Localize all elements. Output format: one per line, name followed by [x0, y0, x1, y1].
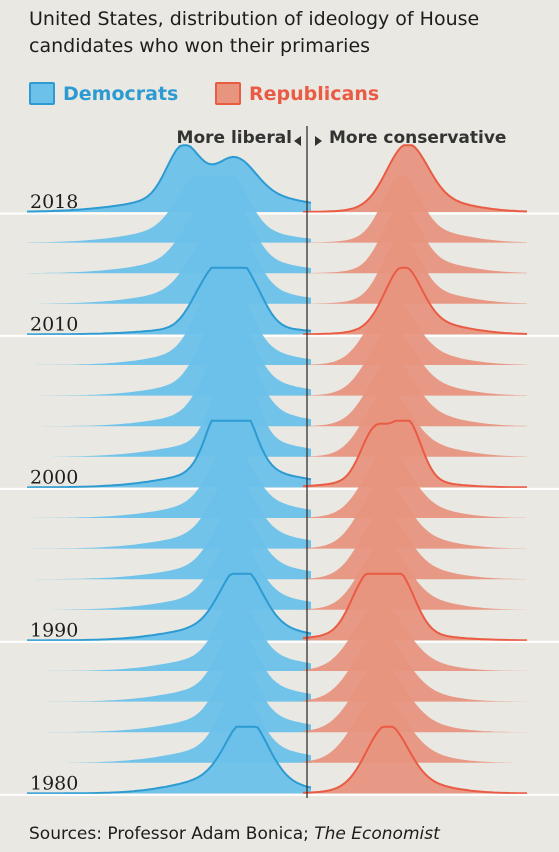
republicans-outline-1990: [302, 572, 528, 642]
legend-label-republicans: Republicans: [249, 82, 380, 105]
democrats-swatch: [29, 82, 55, 105]
republicans-ridge-2006: [303, 328, 527, 396]
democrats-outline-1990: [27, 572, 312, 642]
republicans-outline-2010: [302, 266, 528, 336]
republicans-ridge-2010: [303, 267, 527, 335]
arrow-left-icon: [294, 136, 301, 146]
more-conservative-label: More conservative: [329, 128, 507, 148]
legend-label-democrats: Democrats: [63, 82, 179, 105]
republicans-outline-2018: [303, 144, 528, 213]
republicans-ridge-2016: [303, 175, 527, 243]
republicans-ridge-2008: [303, 298, 527, 365]
chart-title: United States, distribution of ideology …: [29, 8, 480, 57]
democrats-outline-1980: [27, 725, 312, 795]
republicans-ridge-1998: [303, 451, 527, 518]
year-label-1990: 1990: [30, 619, 78, 641]
year-label-2000: 2000: [30, 466, 78, 488]
democrats-outline-2000: [27, 419, 312, 489]
year-label-2018: 2018: [30, 191, 78, 213]
republicans-ridge-1980: [303, 726, 527, 794]
republicans-ridge-1994: [303, 512, 527, 580]
ridge-2018: 2018: [0, 144, 559, 215]
republicans-ridge-1996: [303, 481, 527, 549]
legend-item-republicans: Republicans: [215, 82, 379, 105]
year-label-1980: 1980: [30, 772, 78, 794]
republicans-ridge-2000: [303, 420, 527, 488]
democrats-outline-2018: [26, 144, 312, 213]
republicans-ridge-1982: [303, 696, 527, 763]
source-publication: The Economist: [314, 824, 440, 844]
republicans-outline-1980: [302, 725, 527, 795]
republicans-outline-2000: [302, 419, 527, 489]
source-prefix: Sources: Professor Adam Bonica;: [29, 824, 315, 844]
year-label-2010: 2010: [30, 313, 78, 335]
more-liberal-label: More liberal: [176, 128, 292, 148]
republicans-ridge-2004: [303, 359, 527, 427]
republicans-ridge-2018: [303, 145, 527, 212]
source-note: Sources: Professor Adam Bonica; The Econ…: [29, 824, 440, 844]
democrats-ridge-1980: [27, 726, 311, 794]
ridge-1980: 1980: [0, 725, 559, 796]
arrow-right-icon: [315, 136, 322, 146]
republicans-ridge-2002: [303, 390, 527, 457]
republicans-ridge-2014: [303, 206, 527, 274]
democrats-outline-2010: [27, 266, 312, 336]
republicans-swatch: [215, 82, 241, 105]
republicans-ridge-2012: [303, 237, 527, 304]
legend-item-democrats: Democrats: [29, 82, 178, 105]
